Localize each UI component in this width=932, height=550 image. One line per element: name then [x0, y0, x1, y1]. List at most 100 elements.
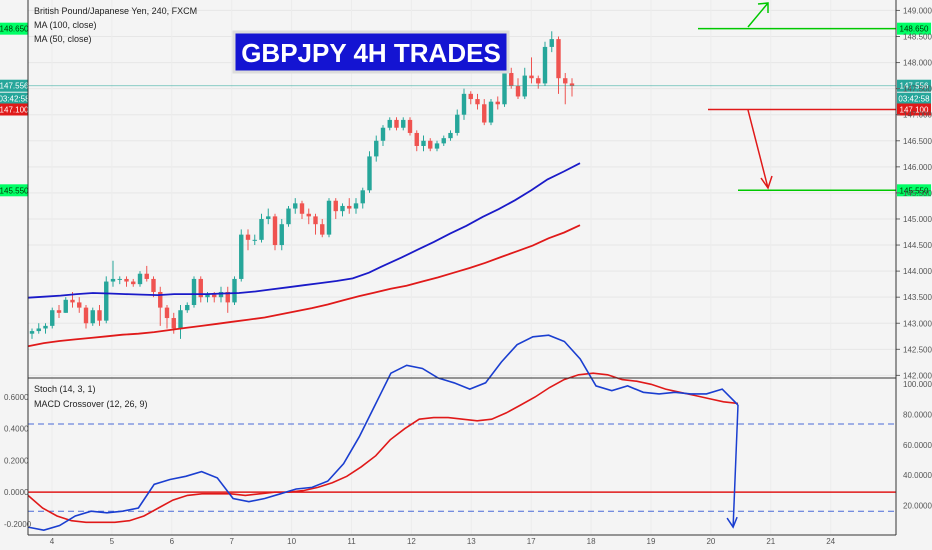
tag-target-up-bg	[897, 22, 931, 35]
osc-right-tick: 100.0000	[903, 380, 932, 389]
legend: British Pound/Japanese Yen, 240, FXCM MA…	[34, 6, 197, 44]
candle-body	[158, 291, 163, 308]
candle-body	[252, 239, 257, 241]
candle-body	[542, 46, 548, 84]
candle-body	[245, 234, 251, 240]
stoch-projection-arrow	[732, 404, 739, 528]
candle-body	[374, 140, 379, 157]
legend-ma100: MA (100, close)	[34, 20, 97, 30]
tag-target-down-bg	[897, 184, 931, 197]
candle-body	[43, 325, 48, 329]
osc-left-tick: -0.2000	[4, 520, 32, 529]
candle-body	[110, 278, 116, 282]
candle-body	[198, 278, 203, 298]
ma100-line	[27, 224, 581, 348]
tag-target-up-left-bg	[0, 22, 28, 35]
price-tick-label: 145.500	[903, 189, 932, 198]
tag-target-down: 145.550	[900, 186, 929, 195]
legend-ma50: MA (50, close)	[34, 34, 92, 44]
stoch-k-line	[27, 334, 739, 532]
tag-target-down-left: 145.550	[0, 186, 29, 195]
osc-right-tick: 60.0000	[903, 441, 932, 450]
candle-body	[29, 331, 35, 334]
tag-countdown-left-bg	[0, 92, 28, 105]
candle-body	[212, 294, 217, 298]
candle-body	[293, 203, 298, 209]
candle-body	[83, 307, 89, 324]
candle-body	[488, 101, 494, 123]
tag-target-down-left-bg	[0, 184, 28, 197]
candle-body	[441, 138, 446, 144]
candle-body	[131, 281, 136, 285]
tag-target-up-left: 148.650	[0, 25, 29, 34]
up-arrow	[747, 2, 769, 28]
candle-body	[77, 302, 82, 308]
candle-body	[232, 278, 237, 303]
tag-target-up: 148.650	[900, 25, 929, 34]
candle-body	[266, 216, 271, 219]
candle-body	[63, 299, 68, 313]
osc-left-tick: 0.6000	[4, 393, 29, 402]
price-tick-label: 149.000	[903, 6, 932, 15]
candle-body	[387, 119, 392, 128]
tag-entry-left-bg	[0, 103, 28, 116]
candle-body	[401, 119, 406, 128]
price-tick-label: 143.000	[903, 319, 932, 328]
time-tick-label: 7	[229, 537, 234, 546]
candles	[29, 31, 575, 339]
candle-body	[549, 39, 554, 47]
candle-body	[191, 278, 197, 306]
moving-averages	[27, 162, 581, 348]
candle-body	[272, 216, 278, 246]
candle-body	[407, 119, 413, 133]
candle-body	[164, 307, 170, 319]
candle-body	[360, 190, 365, 204]
tag-countdown: 03:42:58	[898, 95, 930, 104]
candle-body	[509, 72, 514, 87]
macd-signal-line	[27, 372, 739, 524]
candle-body	[563, 78, 568, 84]
time-tick-label: 13	[467, 537, 476, 546]
tag-entry-bg	[897, 103, 931, 116]
candle-body	[313, 216, 318, 225]
candle-body	[259, 218, 264, 240]
candle-body	[218, 291, 224, 298]
candle-body	[515, 86, 521, 97]
down-arrow	[747, 109, 773, 190]
oscillator-legend: Stoch (14, 3, 1) MACD Crossover (12, 26,…	[34, 384, 148, 409]
candle-body	[137, 273, 143, 285]
candle-body	[36, 328, 41, 332]
time-tick-label: 12	[407, 537, 416, 546]
candle-body	[205, 294, 210, 298]
price-tick-label: 144.000	[903, 267, 932, 276]
candle-body	[367, 156, 372, 191]
candle-body	[340, 205, 345, 212]
tag-current-left-bg	[0, 79, 28, 92]
price-tick-label: 147.500	[903, 85, 932, 94]
osc-right-tick: 40.0000	[903, 471, 932, 480]
candle-body	[536, 78, 541, 84]
time-tick-label: 11	[347, 537, 356, 546]
chart-title: GBPJPY 4H TRADES	[241, 38, 501, 68]
candle-body	[239, 234, 244, 279]
time-tick-label: 6	[170, 537, 175, 546]
candle-body	[461, 93, 467, 115]
ma50-line	[27, 162, 581, 299]
tag-current-left: 147.556	[0, 82, 29, 91]
time-tick-label: 18	[587, 537, 596, 546]
candle-body	[333, 200, 338, 212]
osc-left-tick: 0.2000	[4, 456, 29, 465]
candle-body	[482, 104, 487, 123]
candle-body	[326, 200, 332, 235]
candle-body	[380, 127, 386, 141]
candle-body	[428, 140, 433, 149]
candle-body	[347, 205, 352, 209]
time-tick-label: 19	[647, 537, 656, 546]
candle-body	[320, 224, 325, 235]
candle-body	[50, 310, 55, 326]
candle-body	[117, 278, 122, 280]
candle-body	[502, 72, 507, 105]
candle-body	[353, 203, 359, 209]
